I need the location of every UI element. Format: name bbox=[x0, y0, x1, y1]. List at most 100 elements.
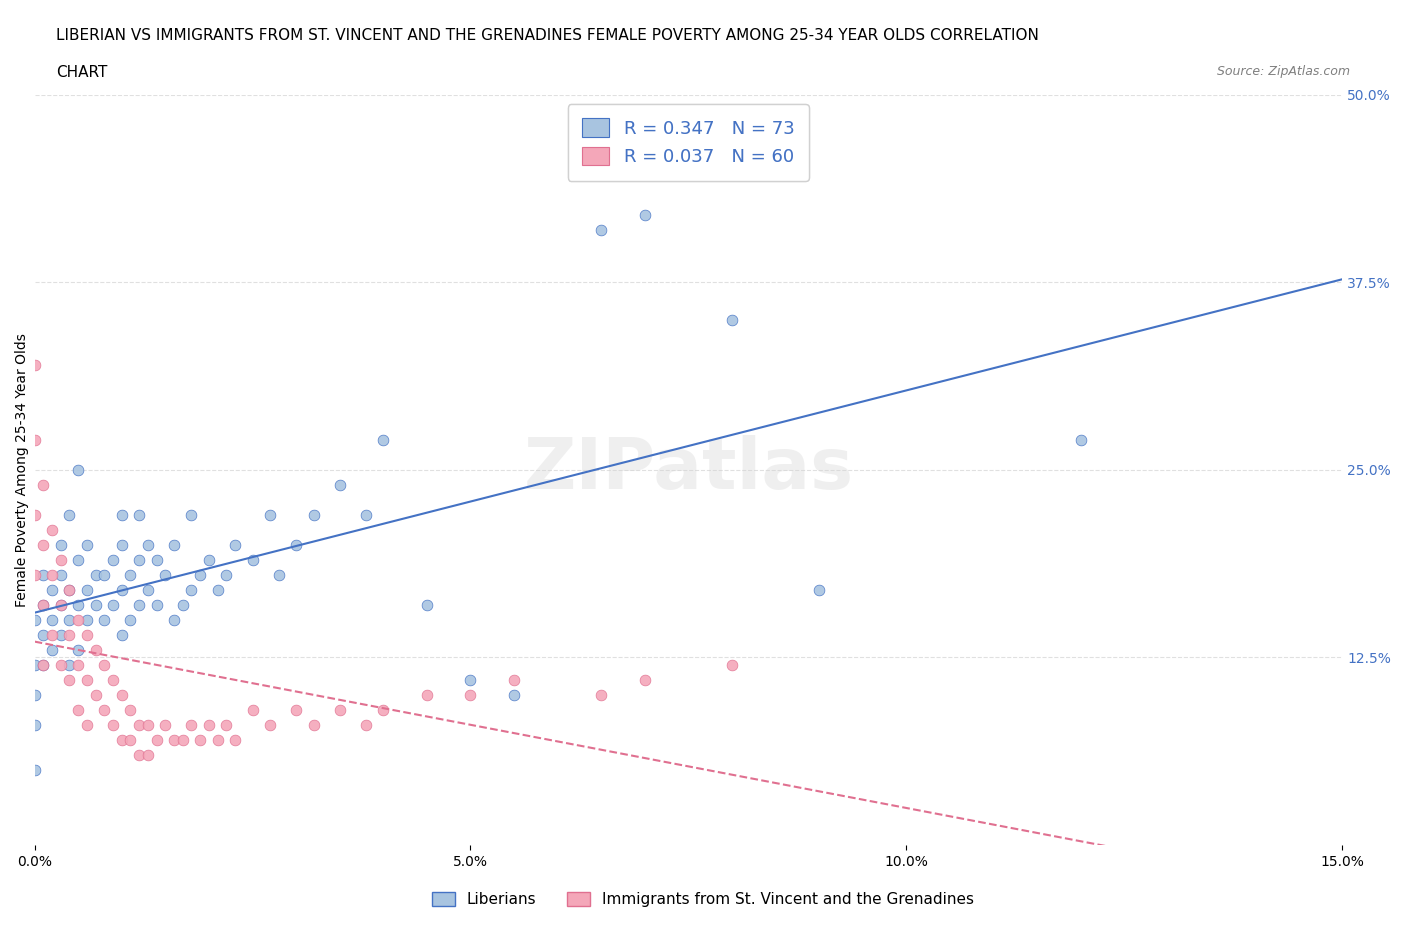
Point bbox=[49, 628, 72, 643]
Point bbox=[58, 658, 80, 672]
Point bbox=[215, 717, 238, 732]
Point bbox=[84, 687, 107, 702]
Point bbox=[591, 222, 613, 237]
Point bbox=[460, 672, 482, 687]
Point bbox=[267, 567, 290, 582]
Point bbox=[49, 658, 72, 672]
Point bbox=[49, 597, 72, 612]
Point bbox=[76, 612, 98, 627]
Point bbox=[128, 597, 150, 612]
Point bbox=[302, 717, 325, 732]
Point bbox=[24, 658, 46, 672]
Point bbox=[145, 597, 167, 612]
Point bbox=[120, 612, 142, 627]
Point bbox=[224, 732, 246, 747]
Point bbox=[188, 567, 211, 582]
Point bbox=[215, 567, 238, 582]
Point bbox=[180, 582, 202, 597]
Point bbox=[24, 432, 46, 447]
Point bbox=[67, 702, 90, 717]
Legend: R = 0.347   N = 73, R = 0.037   N = 60: R = 0.347 N = 73, R = 0.037 N = 60 bbox=[568, 104, 808, 180]
Point bbox=[120, 702, 142, 717]
Point bbox=[84, 597, 107, 612]
Point bbox=[32, 658, 55, 672]
Point bbox=[101, 717, 124, 732]
Point bbox=[32, 597, 55, 612]
Point bbox=[128, 552, 150, 567]
Point bbox=[32, 567, 55, 582]
Point bbox=[24, 357, 46, 372]
Point bbox=[24, 508, 46, 523]
Point bbox=[93, 567, 115, 582]
Point bbox=[101, 672, 124, 687]
Point bbox=[84, 567, 107, 582]
Point bbox=[242, 552, 264, 567]
Point bbox=[24, 612, 46, 627]
Point bbox=[808, 582, 831, 597]
Point bbox=[207, 732, 229, 747]
Point bbox=[180, 717, 202, 732]
Point bbox=[145, 732, 167, 747]
Point bbox=[180, 508, 202, 523]
Point bbox=[155, 717, 177, 732]
Point bbox=[67, 462, 90, 477]
Point bbox=[302, 508, 325, 523]
Point bbox=[198, 552, 221, 567]
Point bbox=[67, 552, 90, 567]
Point bbox=[32, 597, 55, 612]
Point bbox=[172, 597, 194, 612]
Point bbox=[67, 597, 90, 612]
Point bbox=[41, 612, 63, 627]
Point bbox=[242, 702, 264, 717]
Point bbox=[1070, 432, 1092, 447]
Point bbox=[460, 687, 482, 702]
Point bbox=[163, 612, 186, 627]
Point bbox=[41, 643, 63, 658]
Point bbox=[634, 672, 657, 687]
Point bbox=[136, 717, 159, 732]
Point bbox=[58, 612, 80, 627]
Point bbox=[32, 628, 55, 643]
Point bbox=[416, 687, 439, 702]
Text: Source: ZipAtlas.com: Source: ZipAtlas.com bbox=[1216, 65, 1350, 78]
Point bbox=[329, 702, 352, 717]
Y-axis label: Female Poverty Among 25-34 Year Olds: Female Poverty Among 25-34 Year Olds bbox=[15, 333, 30, 606]
Point bbox=[503, 672, 526, 687]
Point bbox=[58, 582, 80, 597]
Point bbox=[58, 628, 80, 643]
Point bbox=[93, 658, 115, 672]
Point bbox=[32, 477, 55, 492]
Point bbox=[373, 702, 395, 717]
Point bbox=[111, 732, 134, 747]
Point bbox=[49, 538, 72, 552]
Point bbox=[111, 687, 134, 702]
Point bbox=[373, 432, 395, 447]
Point bbox=[354, 508, 377, 523]
Point bbox=[259, 717, 281, 732]
Point bbox=[329, 477, 352, 492]
Point bbox=[155, 567, 177, 582]
Point bbox=[49, 552, 72, 567]
Point bbox=[285, 538, 308, 552]
Point bbox=[145, 552, 167, 567]
Point bbox=[49, 567, 72, 582]
Point bbox=[67, 643, 90, 658]
Point bbox=[111, 508, 134, 523]
Text: LIBERIAN VS IMMIGRANTS FROM ST. VINCENT AND THE GRENADINES FEMALE POVERTY AMONG : LIBERIAN VS IMMIGRANTS FROM ST. VINCENT … bbox=[56, 28, 1039, 43]
Point bbox=[84, 643, 107, 658]
Point bbox=[76, 672, 98, 687]
Point bbox=[224, 538, 246, 552]
Point bbox=[76, 628, 98, 643]
Point bbox=[163, 538, 186, 552]
Point bbox=[172, 732, 194, 747]
Point bbox=[416, 597, 439, 612]
Point bbox=[721, 658, 744, 672]
Point bbox=[136, 582, 159, 597]
Point bbox=[634, 207, 657, 222]
Legend: Liberians, Immigrants from St. Vincent and the Grenadines: Liberians, Immigrants from St. Vincent a… bbox=[426, 885, 980, 913]
Point bbox=[76, 717, 98, 732]
Point bbox=[67, 612, 90, 627]
Point bbox=[111, 628, 134, 643]
Point bbox=[721, 312, 744, 327]
Point bbox=[207, 582, 229, 597]
